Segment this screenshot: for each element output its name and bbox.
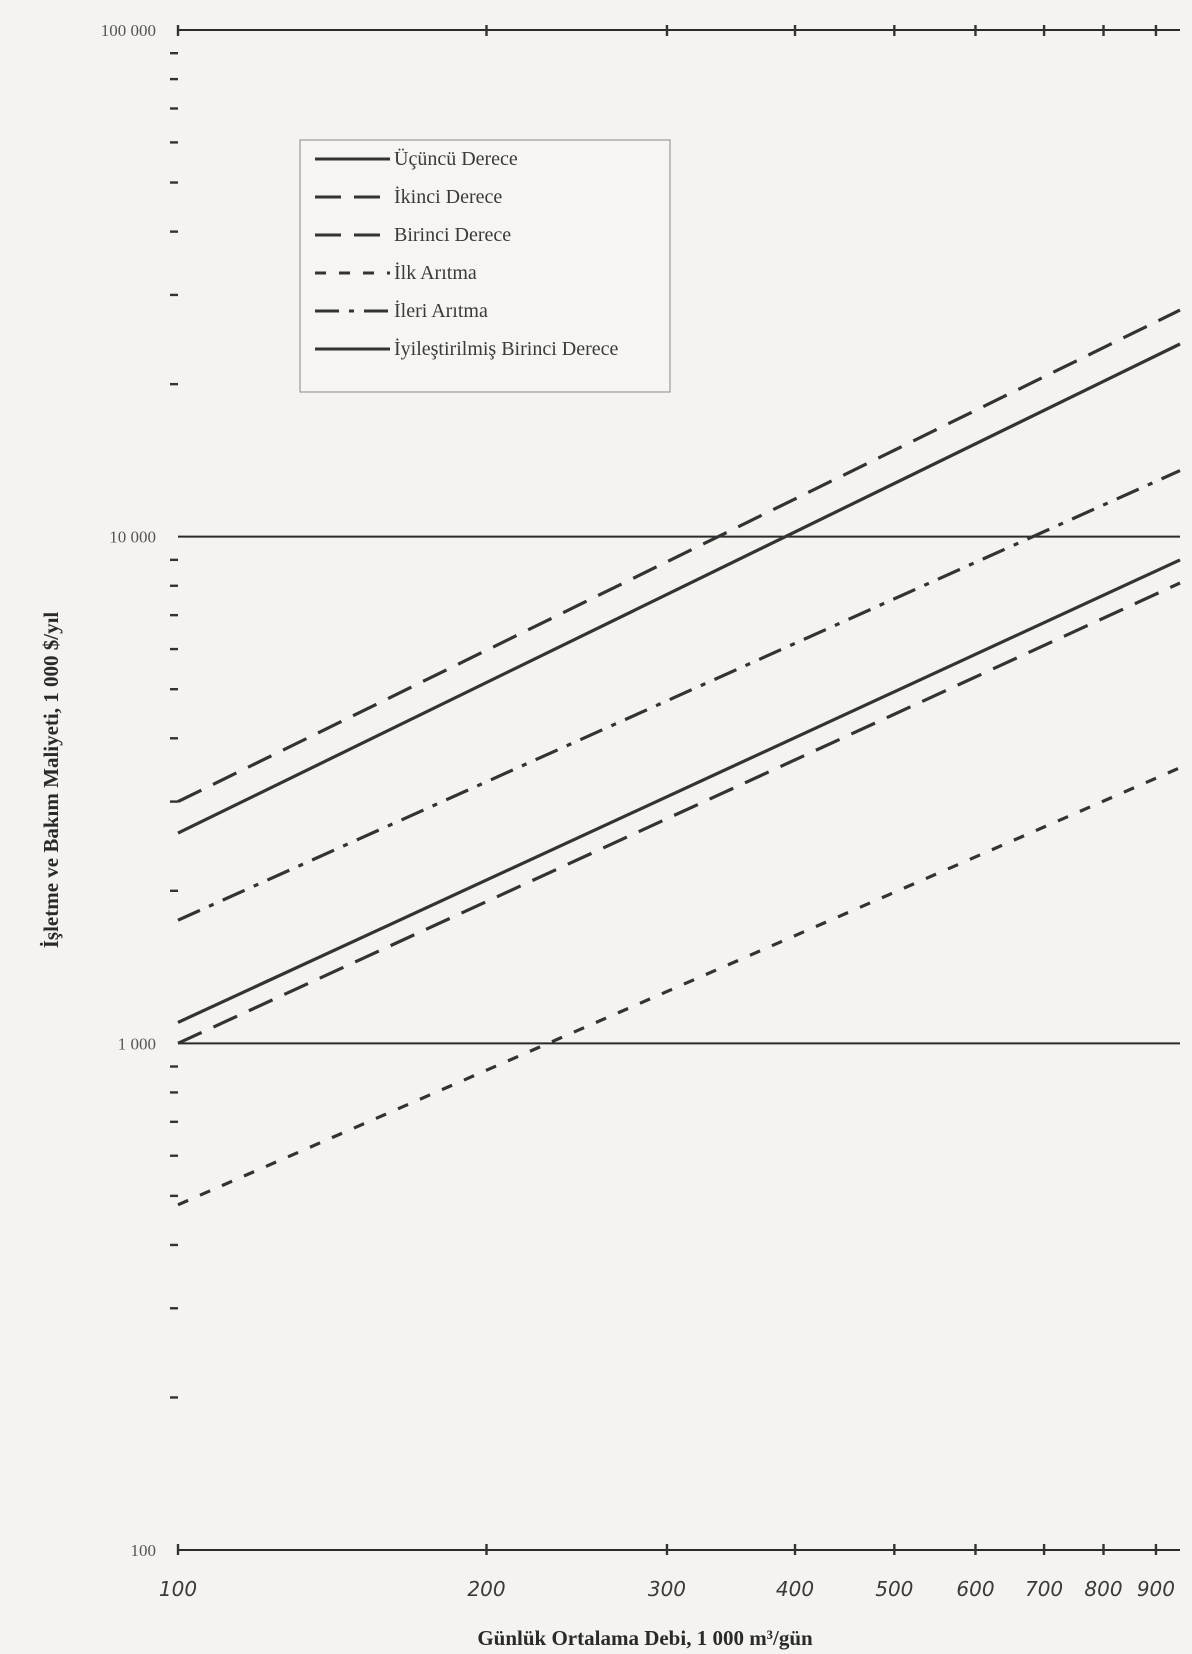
legend-label: İkinci Derece [394,185,502,208]
legend-label: Birinci Derece [394,224,511,246]
ticks-layer: 100 1 000 10 000 100 000 100 200 300 400 500 600 7… [101,21,1175,1601]
x-tick-label: 300 [648,1577,686,1601]
series-line-3 [177,581,1181,1045]
x-tick-label: 400 [776,1577,814,1601]
y-tick-label: 100 000 [101,21,156,40]
x-tick-label: 900 [1137,1577,1175,1601]
x-tick-label: 800 [1084,1577,1122,1601]
series-line-1 [177,342,1181,835]
x-tick-label: 200 [467,1577,505,1601]
legend-label: İleri Arıtma [394,299,488,322]
x-tick-label: 500 [875,1577,913,1601]
y-axis-label: İşletme ve Bakım Maliyeti, 1 000 $/yıl [39,612,63,949]
legend: Üçüncü Derece İkinci Derece Birinci Derece… [299,139,671,393]
series-line-2 [177,308,1181,804]
legend-label: İlk Arıtma [394,261,477,284]
series-line-5 [177,469,1181,922]
legend-label: İyileştirilmiş Birinci Derece [394,337,618,360]
legend-label: Üçüncü Derece [394,147,518,170]
grid-layer [178,29,1180,1551]
series-line-6 [177,558,1181,1024]
x-axis-label: Günlük Ortalama Debi, 1 000 m³/gün [477,1626,813,1650]
y-tick-label: 1 000 [118,1034,156,1053]
y-tick-label: 10 000 [109,528,156,547]
x-tick-label: 700 [1025,1577,1063,1601]
y-tick-label: 100 [131,1541,157,1560]
x-tick-label: 100 [159,1577,197,1601]
x-tick-label: 600 [956,1577,994,1601]
series-layer [177,308,1181,1207]
series-line-4 [177,766,1181,1207]
